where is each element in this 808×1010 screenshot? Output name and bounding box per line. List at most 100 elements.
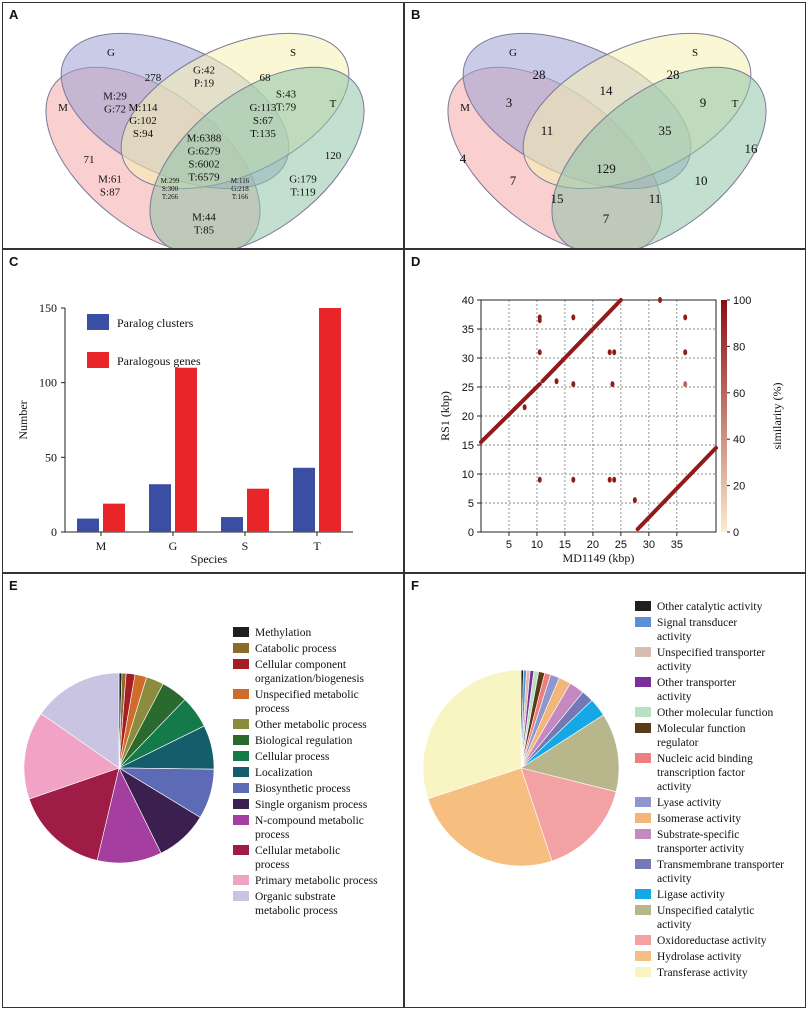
y-tick-label: 150	[39, 301, 57, 315]
venn-region-value: M:44	[192, 212, 216, 224]
colorbar	[721, 300, 727, 532]
pie-slice	[40, 672, 120, 769]
x-tick-label: 10	[531, 539, 543, 551]
bar-paralog-clusters	[221, 517, 243, 532]
venn-region-value: G:218	[231, 185, 249, 193]
venn-set-label-m: M	[58, 102, 68, 114]
venn-region-value: 15	[551, 191, 564, 206]
venn-region-value: 16	[745, 141, 759, 156]
alignment-point	[658, 297, 663, 303]
colorbar-tick-label: 20	[733, 481, 745, 493]
legend-swatch	[635, 859, 651, 869]
venn-region-value: G:179	[289, 174, 317, 186]
legend-swatch	[635, 829, 651, 839]
pie-chart-e: Methylation Catabolic process Cellular com…	[23, 627, 378, 917]
panel-label-d: D	[411, 254, 421, 269]
colorbar-tick-label: 80	[733, 341, 745, 353]
legend-swatch	[635, 905, 651, 915]
legend-label: Hydrolase activity	[657, 951, 742, 963]
legend-label: Unspecified catalytic	[657, 905, 754, 917]
alignment-point	[612, 349, 617, 356]
y-tick-label: 20	[462, 411, 474, 423]
legend-swatch	[233, 875, 249, 885]
legend-swatch	[87, 314, 109, 330]
venn-region-value: S:67	[253, 115, 274, 127]
bar-paralogous-genes	[319, 308, 341, 532]
x-axis-label: MD1149 (kbp)	[563, 551, 635, 565]
venn-region-value: 7	[603, 211, 610, 226]
alignment-point	[554, 378, 559, 385]
panel-f: Other catalytic activity Signal transduce…	[404, 573, 806, 1008]
y-axis-label: Number	[16, 400, 30, 439]
legend-swatch	[233, 799, 249, 809]
y-tick-label: 100	[39, 376, 57, 390]
legend-label: activity	[657, 661, 692, 673]
legend-label: Localization	[255, 767, 313, 779]
legend-swatch	[233, 735, 249, 745]
alignment-point	[683, 314, 688, 321]
legend-label: Organic substrate	[255, 891, 336, 903]
panel-label-f: F	[411, 578, 419, 593]
legend-label: transporter activity	[657, 843, 744, 855]
legend-label: Paralog clusters	[117, 316, 194, 330]
venn-set-label-m: M	[460, 102, 470, 114]
colorbar-tick-label: 100	[733, 295, 751, 307]
panel-a: M G S T 278 68 71 120 M:29 G:72 G:42 P:19 S:43 T:79 M:…	[2, 2, 404, 249]
legend-swatch	[635, 647, 651, 657]
venn-set-t	[551, 66, 767, 248]
legend-swatch	[233, 767, 249, 777]
legend-label: process	[255, 829, 290, 841]
venn-region-value: 14	[600, 83, 614, 98]
y-tick-label: 40	[462, 295, 474, 307]
legend-label: Cellular process	[255, 751, 330, 763]
bar-paralog-clusters	[293, 467, 315, 532]
venn-region-value: 3	[506, 95, 513, 110]
pie-slice	[520, 767, 617, 862]
bar-chart-c: 0 50 100 150 M G S T Species Number Paralog cluste…	[16, 301, 353, 566]
legend-label: Isomerase activity	[657, 813, 741, 825]
alignment-point	[522, 404, 527, 411]
venn-region-value: 278	[145, 72, 162, 84]
x-tick-label: S	[242, 539, 249, 553]
venn-set-t	[149, 66, 365, 248]
venn-region-value: 129	[596, 161, 616, 176]
venn-region-value: 35	[659, 123, 672, 138]
venn-set-label-s: S	[290, 47, 296, 59]
venn-region-value: 11	[541, 123, 554, 138]
legend-swatch	[233, 815, 249, 825]
legend-swatch	[635, 889, 651, 899]
legend-swatch	[233, 627, 249, 637]
pie-slice	[28, 767, 120, 861]
venn-region-value: T:266	[162, 193, 179, 201]
x-tick-label: 15	[559, 539, 571, 551]
x-tick-label: M	[96, 539, 107, 553]
panel-label-b: B	[411, 7, 421, 22]
legend-swatch	[635, 797, 651, 807]
legend-label: Cellular metabolic	[255, 845, 340, 857]
legend-label: Unspecified transporter	[657, 647, 765, 659]
panel-label-e: E	[9, 578, 18, 593]
legend-label: Molecular function	[657, 723, 746, 735]
alignment-point	[683, 381, 688, 388]
venn-set-label-s: S	[692, 47, 698, 59]
legend-label: regulator	[657, 737, 699, 749]
venn-region-value: G:72	[104, 104, 126, 116]
venn-region-value: M:6388	[187, 133, 222, 145]
pie-slice	[422, 669, 522, 800]
x-axis-label: Species	[191, 552, 228, 566]
legend-swatch	[233, 783, 249, 793]
alignment-point	[632, 497, 637, 504]
y-tick-label: 50	[45, 450, 57, 464]
alignment-point	[610, 381, 615, 388]
venn-set-label-g: G	[509, 47, 517, 59]
venn-region-value: S:43	[276, 89, 297, 101]
venn-region-value: 7	[510, 173, 517, 188]
legend-swatch	[233, 891, 249, 901]
colorbar-tick-label: 60	[733, 388, 745, 400]
bar-paralogous-genes	[247, 488, 269, 532]
legend-swatch	[635, 707, 651, 717]
alignment-point	[571, 381, 576, 388]
x-tick-label: 20	[587, 539, 599, 551]
venn-region-value: 28	[533, 67, 546, 82]
venn-region-value: 10	[695, 173, 708, 188]
